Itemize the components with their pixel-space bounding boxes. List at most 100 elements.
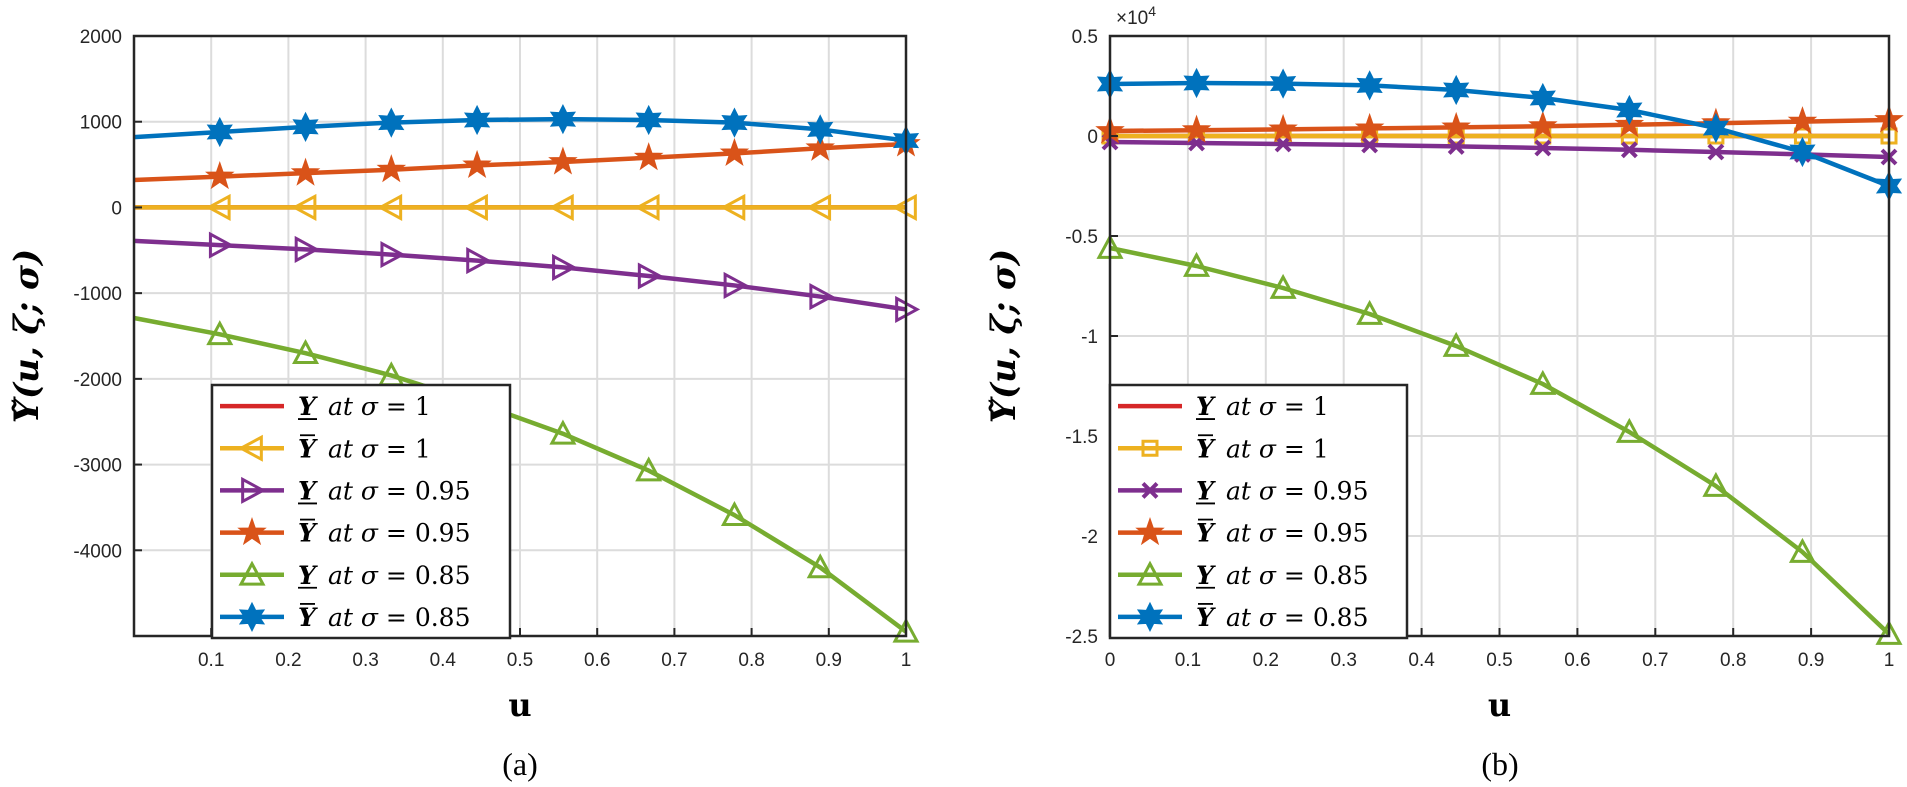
data-point bbox=[292, 111, 319, 142]
x-tick-label: 0.1 bbox=[198, 650, 224, 671]
data-point bbox=[719, 137, 750, 166]
x-tick-label: 0.5 bbox=[507, 650, 533, 671]
data-point bbox=[1183, 251, 1211, 277]
series-5 bbox=[1096, 233, 1903, 645]
data-point bbox=[635, 104, 662, 136]
legend-symbol: Υ bbox=[1196, 603, 1216, 632]
legend-symbol: Υ bbox=[1196, 561, 1216, 590]
data-point bbox=[462, 193, 488, 221]
y-axis-label: Υ̃(u, ζ; σ) bbox=[984, 249, 1024, 423]
legend-symbol: Υ bbox=[298, 603, 318, 632]
legend-marker bbox=[1135, 517, 1165, 546]
data-point bbox=[552, 253, 578, 281]
data-point bbox=[206, 320, 234, 346]
data-point bbox=[1620, 141, 1638, 159]
data-point bbox=[1441, 111, 1471, 140]
legend-label: at σ = 1 bbox=[1226, 392, 1329, 421]
x-tick-label: 0 bbox=[1105, 650, 1116, 671]
series-line bbox=[1109, 139, 1890, 160]
legend-marker bbox=[241, 476, 267, 504]
legend-marker bbox=[237, 517, 267, 546]
x-tick-label: 0.8 bbox=[738, 650, 764, 671]
panel-caption: (b) bbox=[1481, 746, 1518, 782]
legend-symbol: Υ bbox=[298, 392, 318, 421]
x-tick-label: 1 bbox=[901, 650, 912, 671]
series-4 bbox=[133, 128, 921, 190]
data-point bbox=[1616, 94, 1643, 126]
data-point bbox=[1269, 273, 1297, 299]
legend-symbol: Υ bbox=[1196, 519, 1216, 548]
legend-marker bbox=[1136, 560, 1164, 586]
series-line bbox=[133, 238, 907, 312]
legend-marker bbox=[1141, 482, 1159, 499]
x-tick-label: 1 bbox=[1884, 650, 1895, 671]
data-point bbox=[633, 142, 664, 171]
y-tick-label: -1.5 bbox=[1065, 427, 1098, 448]
legend-symbol: Υ bbox=[298, 561, 318, 590]
data-point bbox=[1529, 82, 1556, 114]
data-point bbox=[723, 271, 749, 299]
series-5 bbox=[133, 315, 920, 643]
legend-label: at σ = 1 bbox=[328, 392, 431, 421]
legend-label: at σ = 0.95 bbox=[328, 519, 470, 548]
chart-panel-b: 0 0.1 0.2 0.3 0.4 0.5 0.6 0.7 0.8 0.9 1 0.5 0 -0.5 -1 -… bbox=[984, 3, 1904, 782]
y-axis-label: Υ̃(u, ζ; σ) bbox=[7, 249, 47, 423]
data-point bbox=[292, 338, 320, 364]
data-point bbox=[380, 241, 406, 269]
legend-label: at σ = 0.95 bbox=[1226, 519, 1368, 548]
panel-caption: (a) bbox=[502, 746, 538, 782]
data-point bbox=[637, 262, 663, 290]
data-point bbox=[548, 146, 578, 175]
data-point bbox=[205, 193, 231, 221]
y-tick-label: 0 bbox=[111, 198, 122, 219]
x-tick-label: 0.4 bbox=[1408, 650, 1435, 671]
data-point bbox=[1789, 136, 1816, 168]
data-point bbox=[1183, 67, 1210, 99]
series-line bbox=[133, 141, 907, 183]
y-tick-label: -4000 bbox=[73, 541, 122, 562]
x-tick-label: 0.3 bbox=[1330, 650, 1356, 671]
y-tick-label: -1000 bbox=[73, 284, 122, 305]
data-point bbox=[549, 419, 577, 445]
x-axis-label: u bbox=[1488, 686, 1511, 724]
legend-marker bbox=[1141, 439, 1159, 457]
legend-marker bbox=[238, 601, 266, 633]
y-tick-label: 0 bbox=[1087, 127, 1098, 148]
data-point bbox=[1528, 110, 1558, 139]
series-line bbox=[1109, 80, 1890, 189]
data-point bbox=[1274, 135, 1292, 153]
series-line bbox=[1109, 117, 1890, 134]
legend-box bbox=[1108, 383, 1409, 640]
data-point bbox=[1443, 74, 1470, 106]
x-tick-label: 0.9 bbox=[816, 650, 842, 671]
data-point bbox=[1702, 471, 1730, 497]
legend-label: at σ = 1 bbox=[1226, 434, 1329, 463]
data-point bbox=[378, 107, 405, 138]
data-point bbox=[291, 193, 317, 221]
data-point bbox=[466, 247, 492, 275]
data-point bbox=[1702, 112, 1729, 144]
data-point bbox=[1354, 112, 1385, 141]
data-point bbox=[805, 132, 835, 161]
data-point bbox=[290, 157, 321, 186]
data-point bbox=[1615, 417, 1643, 443]
data-point bbox=[1361, 136, 1379, 154]
data-point bbox=[548, 193, 574, 221]
x-tick-label: 0.1 bbox=[1175, 650, 1201, 671]
legend-label: at σ = 0.85 bbox=[1226, 561, 1368, 590]
data-point bbox=[635, 456, 663, 482]
data-point bbox=[1356, 70, 1383, 101]
data-point bbox=[807, 114, 834, 145]
data-point bbox=[1788, 537, 1816, 563]
data-point bbox=[206, 116, 233, 148]
data-point bbox=[720, 500, 748, 526]
series-line bbox=[133, 315, 908, 634]
